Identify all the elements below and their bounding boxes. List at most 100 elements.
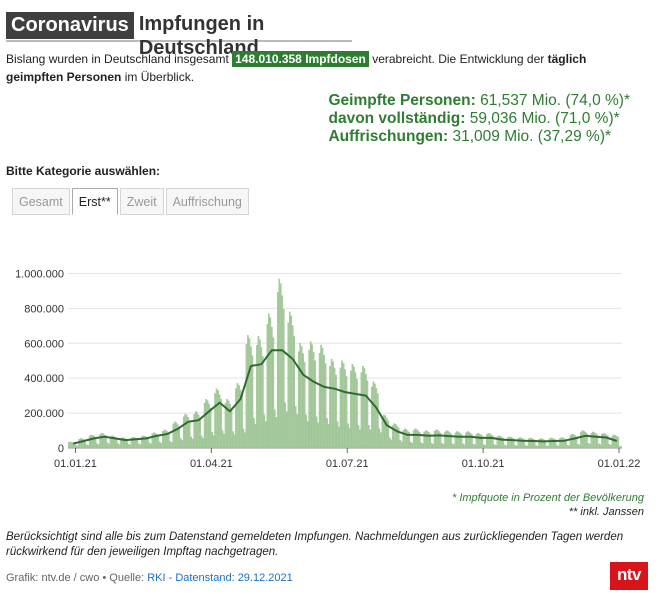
- bar: [293, 336, 296, 449]
- bar: [450, 433, 452, 449]
- bar: [245, 344, 248, 449]
- bar: [362, 365, 364, 449]
- bar: [288, 311, 291, 449]
- bar: [157, 435, 160, 449]
- bar: [468, 431, 470, 449]
- bar: [138, 443, 140, 449]
- bar: [344, 369, 346, 449]
- bar: [262, 356, 264, 449]
- bar: [339, 367, 342, 449]
- bar: [290, 315, 293, 449]
- bar: [377, 393, 379, 449]
- vaccination-stats: Geimpfte Personen: 61,537 Mio. (74,0 %)*…: [328, 92, 630, 146]
- bar: [145, 436, 148, 449]
- bar: [460, 434, 463, 449]
- bar: [163, 429, 166, 449]
- bar: [345, 376, 348, 449]
- bar: [154, 432, 157, 449]
- y-tick-label: 400.000: [24, 373, 64, 385]
- bar: [421, 443, 424, 449]
- stat-vaccinated-value: 61,537 Mio. (74,0 %)*: [475, 92, 630, 109]
- bar: [615, 436, 618, 449]
- bar: [617, 437, 620, 449]
- bar: [312, 352, 315, 449]
- total-doses-badge: 148.010.358 Impfdosen: [232, 51, 369, 67]
- bar: [375, 388, 378, 449]
- bar: [508, 436, 511, 449]
- bar: [496, 436, 499, 449]
- bar: [250, 346, 252, 449]
- bar: [218, 394, 221, 449]
- bar: [85, 444, 88, 449]
- bar: [67, 442, 70, 449]
- bar: [327, 424, 330, 449]
- bar: [165, 430, 167, 449]
- bar: [426, 430, 428, 449]
- bar: [495, 445, 497, 449]
- tab-auffrischung[interactable]: Auffrischung: [165, 188, 249, 215]
- footnote-quota: * Impfquote in Prozent der Bevölkerung: [451, 492, 644, 504]
- tab-erst[interactable]: Erst**: [71, 188, 118, 215]
- bar: [151, 433, 154, 449]
- tab-gesamt[interactable]: Gesamt: [12, 188, 70, 215]
- bar: [99, 434, 101, 449]
- source-prefix: Grafik: ntv.de / cwo • Quelle:: [6, 572, 148, 584]
- bar: [279, 283, 282, 449]
- bar: [542, 439, 545, 449]
- bar: [420, 442, 422, 449]
- stat-booster-label: Auffrischungen:: [328, 128, 449, 145]
- bar: [383, 414, 385, 449]
- source-link[interactable]: RKI - Datenstand: 29.12.2021: [147, 572, 293, 584]
- y-tick-label: 200.000: [24, 408, 64, 420]
- bar: [599, 444, 602, 449]
- bar: [265, 421, 267, 449]
- bar: [399, 439, 402, 449]
- bar: [502, 437, 505, 449]
- intro-part3: im Überblick.: [121, 70, 195, 84]
- bar: [359, 429, 361, 449]
- bar: [406, 430, 409, 449]
- bar: [562, 437, 564, 449]
- bar: [427, 432, 430, 449]
- bar: [569, 435, 572, 449]
- bar: [509, 436, 512, 449]
- bar: [492, 435, 494, 449]
- bar: [374, 383, 376, 449]
- bar: [88, 435, 91, 449]
- bar: [105, 435, 107, 449]
- bar: [529, 437, 531, 449]
- bar: [499, 435, 502, 449]
- bar: [520, 437, 523, 449]
- bar: [274, 409, 276, 449]
- bar: [538, 439, 540, 449]
- bar: [360, 372, 363, 449]
- stat-vaccinated: Geimpfte Personen: 61,537 Mio. (74,0 %)*: [328, 92, 630, 110]
- bar: [478, 433, 481, 449]
- bar: [278, 278, 281, 449]
- bar: [268, 313, 270, 449]
- intro-part1: Bislang wurden in Deutschland insgesamt: [6, 52, 233, 66]
- x-tick-label: 01.10.21: [462, 458, 505, 470]
- bar: [269, 317, 272, 449]
- stat-booster-value: 31,009 Mio. (37,29 %)*: [448, 128, 612, 145]
- bar: [477, 433, 479, 449]
- bar: [173, 421, 176, 449]
- bar: [282, 309, 285, 449]
- bar: [469, 432, 472, 449]
- bar: [424, 430, 427, 449]
- bar: [108, 443, 110, 449]
- bar: [551, 438, 554, 449]
- bar: [200, 435, 203, 449]
- bar: [187, 417, 190, 449]
- bar: [256, 345, 258, 449]
- tab-zweit[interactable]: Zweit: [119, 188, 164, 215]
- bar: [275, 417, 278, 449]
- bar: [259, 339, 261, 449]
- bar: [230, 407, 233, 449]
- bar: [442, 443, 445, 449]
- bar: [436, 430, 439, 449]
- bar: [447, 430, 449, 449]
- bar: [315, 416, 318, 449]
- bar: [336, 421, 339, 449]
- bar: [118, 444, 121, 449]
